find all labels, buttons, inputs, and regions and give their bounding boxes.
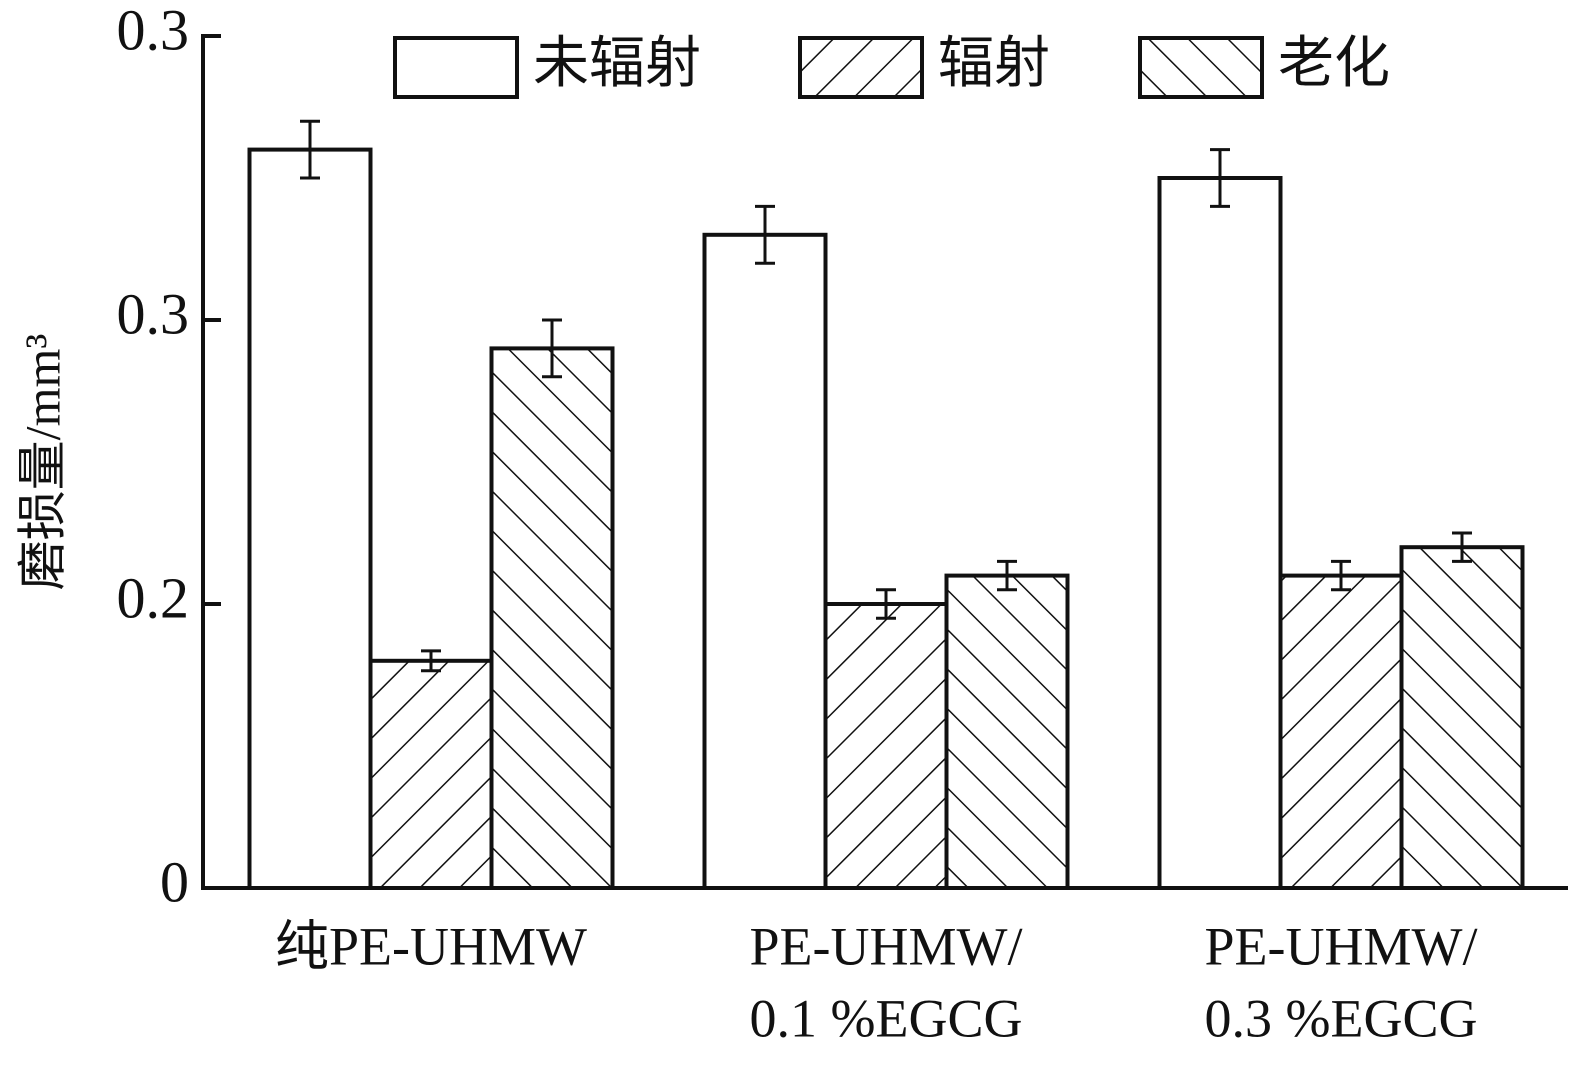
error-bar <box>542 318 562 379</box>
x-tick-label: 0.3 %EGCG <box>1205 988 1478 1048</box>
legend-swatch <box>1138 36 1264 99</box>
error-bar <box>997 559 1017 592</box>
bar <box>944 573 1070 890</box>
bar <box>1399 545 1525 890</box>
bar <box>1157 176 1283 890</box>
bar <box>702 232 828 891</box>
legend-swatch <box>393 36 519 99</box>
bar <box>823 602 949 890</box>
error-bar <box>1331 559 1351 592</box>
legend-label: 辐射 <box>938 33 1050 95</box>
error-bar <box>1210 148 1230 208</box>
error-bar <box>1452 531 1472 563</box>
bar <box>489 346 615 890</box>
bar <box>247 147 373 891</box>
y-tick-label: 0.3 <box>117 0 190 62</box>
y-tick-label: 0.3 <box>117 281 190 346</box>
y-tick-label: 0.2 <box>117 565 190 630</box>
x-tick-label: PE-UHMW/ <box>1205 916 1478 976</box>
error-bar <box>421 649 441 673</box>
y-tick-label: 0 <box>160 849 189 914</box>
legend-swatch <box>798 36 924 99</box>
x-tick-label: 纯PE-UHMW <box>275 916 587 976</box>
x-tick-label: 0.1 %EGCG <box>750 988 1023 1048</box>
error-bar <box>755 204 775 265</box>
bar <box>368 658 494 890</box>
error-bar <box>876 588 896 620</box>
legend-label: 老化 <box>1278 33 1390 95</box>
legend-label: 未辐射 <box>533 33 701 95</box>
y-axis-label: 磨损量/mm³ <box>14 334 70 591</box>
bar <box>1278 573 1404 890</box>
x-tick-label: PE-UHMW/ <box>750 916 1023 976</box>
error-bar <box>300 119 320 180</box>
